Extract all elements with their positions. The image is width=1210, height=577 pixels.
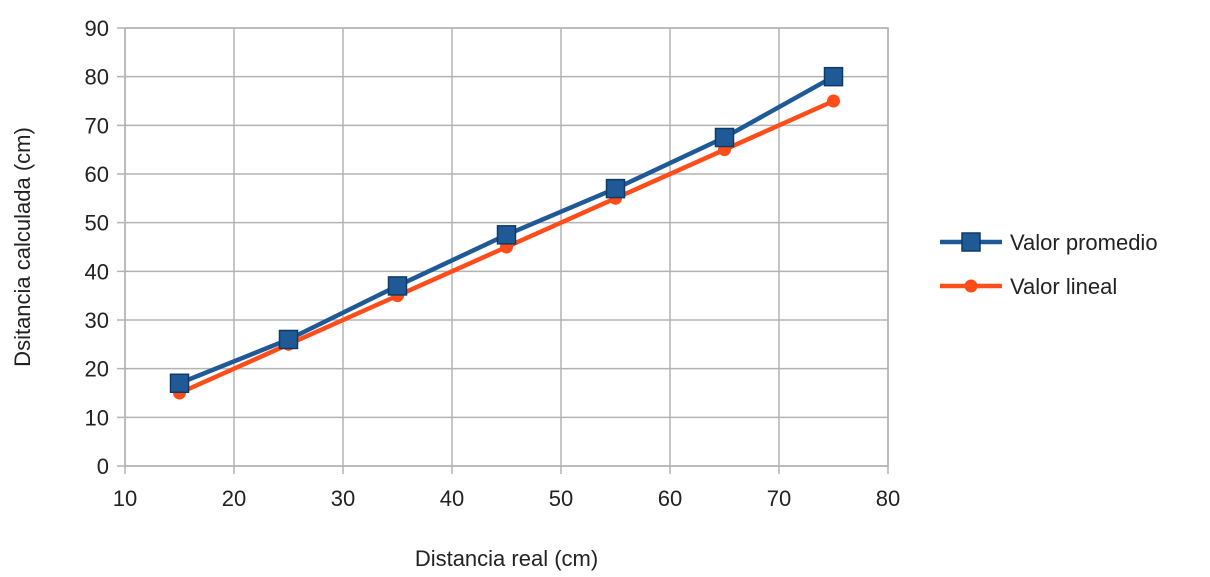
series-0 xyxy=(169,66,844,394)
y-tick-label: 40 xyxy=(85,259,109,284)
legend-label: Valor promedio xyxy=(1010,230,1158,255)
x-tick-label: 10 xyxy=(113,486,137,511)
y-tick-label: 70 xyxy=(85,113,109,138)
data-point xyxy=(827,94,840,108)
legend-item: Valor promedio xyxy=(940,230,1158,255)
x-tick-label: 70 xyxy=(767,486,791,511)
y-axis-title: Dsitancia calculada (cm) xyxy=(10,127,35,367)
data-point xyxy=(496,225,517,245)
legend-item: Valor lineal xyxy=(940,274,1117,299)
data-point xyxy=(605,178,626,199)
data-point xyxy=(714,127,735,148)
legend-marker xyxy=(964,279,978,293)
y-tick-label: 90 xyxy=(85,16,109,41)
x-tick-label: 60 xyxy=(658,486,682,511)
x-tick-label: 30 xyxy=(331,486,355,511)
series-1 xyxy=(173,94,840,400)
legend-marker xyxy=(961,232,981,252)
data-point xyxy=(278,329,299,350)
data-point xyxy=(823,66,844,87)
data-point xyxy=(387,276,408,296)
x-tick-label: 50 xyxy=(549,486,573,511)
y-tick-label: 10 xyxy=(85,405,109,430)
y-tick-label: 30 xyxy=(85,308,109,333)
legend: Valor promedio Valor lineal xyxy=(940,230,1158,299)
x-tick-label: 80 xyxy=(876,486,900,511)
y-tick-label: 0 xyxy=(97,454,109,479)
grid xyxy=(117,27,889,474)
x-axis-title: Distancia real (cm) xyxy=(415,546,598,571)
series-group xyxy=(169,66,844,400)
data-point xyxy=(169,373,190,394)
y-tick-label: 20 xyxy=(85,357,109,382)
x-tick-label: 40 xyxy=(440,486,464,511)
x-tick-label: 20 xyxy=(222,486,246,511)
y-tick-label: 80 xyxy=(85,65,109,90)
legend-label: Valor lineal xyxy=(1010,274,1117,299)
y-tick-label: 60 xyxy=(85,162,109,187)
y-tick-label: 50 xyxy=(85,211,109,236)
